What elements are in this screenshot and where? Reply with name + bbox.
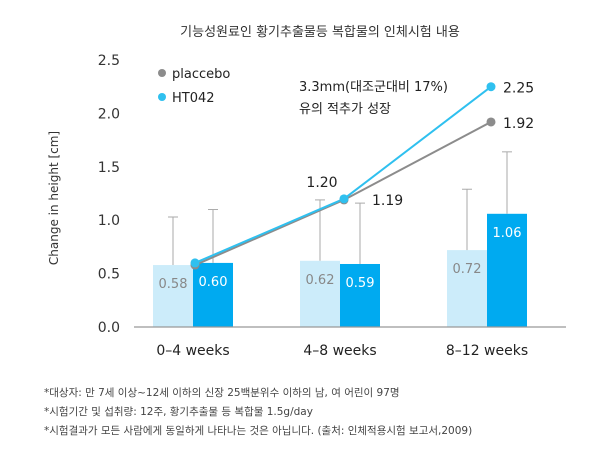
bar-ht042 xyxy=(487,213,527,327)
footnotes: *대상자: 만 7세 이상~12세 이하의 신장 25백분위수 이하의 남, 여… xyxy=(44,384,604,441)
legend-label-ht042: HT042 xyxy=(172,91,215,106)
bar-value-label: 0.62 xyxy=(306,273,335,288)
trend-point-ht042 xyxy=(339,194,349,204)
x-tick-label: 0–4 weeks xyxy=(156,343,229,359)
trend-point-placebo xyxy=(486,117,496,127)
bar-value-label: 1.06 xyxy=(493,226,522,241)
footnote-subjects: *대상자: 만 7세 이상~12세 이하의 신장 25백분위수 이하의 남, 여… xyxy=(44,387,400,399)
trend-label-placebo: 1.19 xyxy=(372,193,403,209)
bar-ht042 xyxy=(340,263,380,327)
bar-value-label: 0.58 xyxy=(159,277,188,292)
bar-placebo xyxy=(447,250,487,327)
footnote-disclaimer: *시험결과가 모든 사람에게 동일하게 나타나는 것은 아닙니다. (출처: 인… xyxy=(44,425,473,437)
annotation-line-1: 3.3mm(대조군대비 17%) xyxy=(299,80,448,95)
legend-marker-placebo xyxy=(158,69,166,77)
trend-label-ht042: 1.20 xyxy=(306,175,337,191)
x-tick-label: 8–12 weeks xyxy=(446,343,528,359)
y-tick-label: 1.0 xyxy=(98,213,120,229)
y-tick-label: 0.0 xyxy=(98,320,120,336)
chart-title: 기능성원료인 황기추출물등 복합물의 인체시험 내용 xyxy=(180,25,460,40)
bar-placebo xyxy=(300,260,340,327)
y-tick-label: 0.5 xyxy=(98,267,120,283)
legend-marker-ht042 xyxy=(158,93,166,101)
trend-point-ht042 xyxy=(486,82,496,92)
legend-label-placebo: placcebo xyxy=(172,67,230,82)
y-tick-label: 2.0 xyxy=(98,106,120,122)
bar-ht042 xyxy=(193,262,233,327)
trend-point-ht042 xyxy=(190,258,200,268)
y-tick-label: 2.5 xyxy=(98,53,120,69)
annotation-line-2: 유의 적추가 성장 xyxy=(299,102,391,117)
y-axis-label: Change in height [cm] xyxy=(47,131,61,265)
x-tick-label: 4–8 weeks xyxy=(303,343,376,359)
y-tick-label: 1.5 xyxy=(98,160,120,176)
bar-value-label: 0.60 xyxy=(199,275,228,290)
footnote-period: *시험기간 및 섭취량: 12주, 황기추출물 등 복합물 1.5g/day xyxy=(44,406,313,418)
bar-value-label: 0.59 xyxy=(346,276,375,291)
trend-label-ht042: 2.25 xyxy=(503,81,534,97)
bar-placebo xyxy=(153,265,193,327)
trend-label-placebo: 1.92 xyxy=(503,116,534,132)
plot-area: 0.0 0.5 1.0 1.5 2.0 2.5 0.58 0.62 0.72 0.60 0.59 1.… xyxy=(98,53,566,359)
bar-value-label: 0.72 xyxy=(453,262,482,277)
